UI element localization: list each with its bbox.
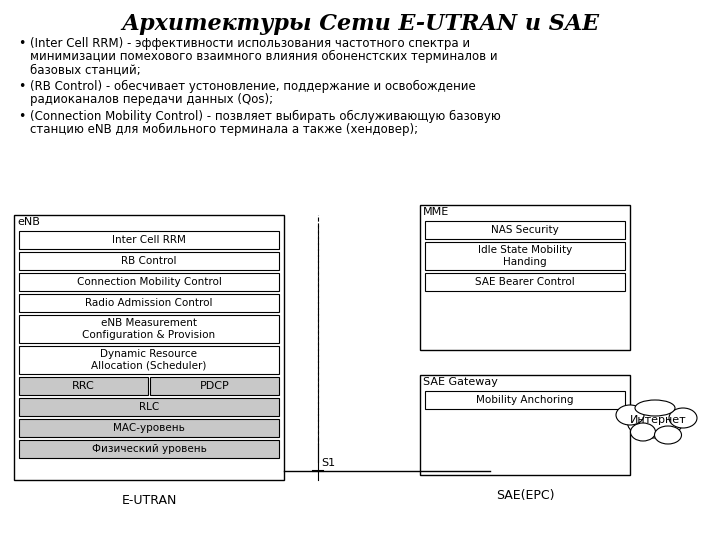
Ellipse shape [631, 423, 655, 441]
Text: RLC: RLC [139, 402, 159, 412]
Ellipse shape [616, 405, 644, 425]
Text: SAE(EPC): SAE(EPC) [496, 489, 554, 502]
Text: •: • [18, 110, 25, 123]
Bar [425, 221, 625, 239]
Text: RRC: RRC [72, 381, 95, 391]
Text: MAC-уровень: MAC-уровень [113, 423, 185, 433]
Text: Архитектуры Сети E-UTRAN и SAE: Архитектуры Сети E-UTRAN и SAE [121, 13, 599, 35]
Bar [19, 440, 279, 458]
Text: •: • [18, 37, 25, 50]
Bar [19, 252, 279, 270]
Text: (RB Control) - обесчивает устоновление, поддержание и освобождение: (RB Control) - обесчивает устоновление, … [30, 80, 476, 93]
Text: Физический уровень: Физический уровень [91, 444, 207, 454]
Text: S1: S1 [321, 457, 335, 468]
Text: Dynamic Resource
Allocation (Scheduler): Dynamic Resource Allocation (Scheduler) [91, 349, 207, 371]
Text: SAE Bearer Control: SAE Bearer Control [475, 277, 575, 287]
Bar [19, 231, 279, 249]
Text: базовых станций;: базовых станций; [30, 63, 140, 76]
Text: MME: MME [423, 207, 449, 217]
Bar [420, 375, 630, 475]
Ellipse shape [635, 400, 675, 416]
Bar [14, 215, 284, 480]
Bar [420, 205, 630, 350]
Text: NAS Security: NAS Security [491, 225, 559, 235]
Text: Inter Cell RRM: Inter Cell RRM [112, 235, 186, 245]
Bar [19, 315, 279, 343]
Text: SAE Gateway: SAE Gateway [423, 377, 498, 387]
Text: RB Control: RB Control [121, 256, 176, 266]
Bar [19, 419, 279, 437]
Text: минимизации помехового взаимного влияния обоненстских терминалов и: минимизации помехового взаимного влияния… [30, 50, 498, 63]
Bar [19, 294, 279, 312]
Text: •: • [18, 80, 25, 93]
Ellipse shape [669, 408, 697, 428]
Text: Connection Mobility Control: Connection Mobility Control [76, 277, 222, 287]
Text: Mobility Anchoring: Mobility Anchoring [476, 395, 574, 405]
Bar [425, 273, 625, 291]
Text: eNB Measurement
Configuration & Provision: eNB Measurement Configuration & Provisio… [82, 318, 215, 340]
Text: PDCP: PDCP [199, 381, 230, 391]
Text: E-UTRAN: E-UTRAN [121, 494, 176, 507]
Ellipse shape [654, 426, 682, 444]
Text: Idle State Mobility
Handing: Idle State Mobility Handing [478, 245, 572, 267]
Text: (Connection Mobility Control) - позвляет выбирать обслуживающую базовую: (Connection Mobility Control) - позвляет… [30, 110, 500, 123]
Text: Интернет: Интернет [630, 415, 686, 425]
Ellipse shape [628, 408, 683, 438]
Bar [19, 377, 148, 395]
Text: радиоканалов передачи данных (Qos);: радиоканалов передачи данных (Qos); [30, 93, 273, 106]
Bar [425, 242, 625, 270]
Bar [19, 398, 279, 416]
Bar [425, 391, 625, 409]
Text: (Inter Cell RRM) - эффективности использования частотного спектра и: (Inter Cell RRM) - эффективности использ… [30, 37, 470, 50]
Bar [150, 377, 279, 395]
Text: Radio Admission Control: Radio Admission Control [85, 298, 212, 308]
Text: eNB: eNB [17, 217, 40, 227]
Bar [19, 273, 279, 291]
Bar [19, 346, 279, 374]
Text: станцию eNB для мобильного терминала а также (хендовер);: станцию eNB для мобильного терминала а т… [30, 123, 418, 136]
